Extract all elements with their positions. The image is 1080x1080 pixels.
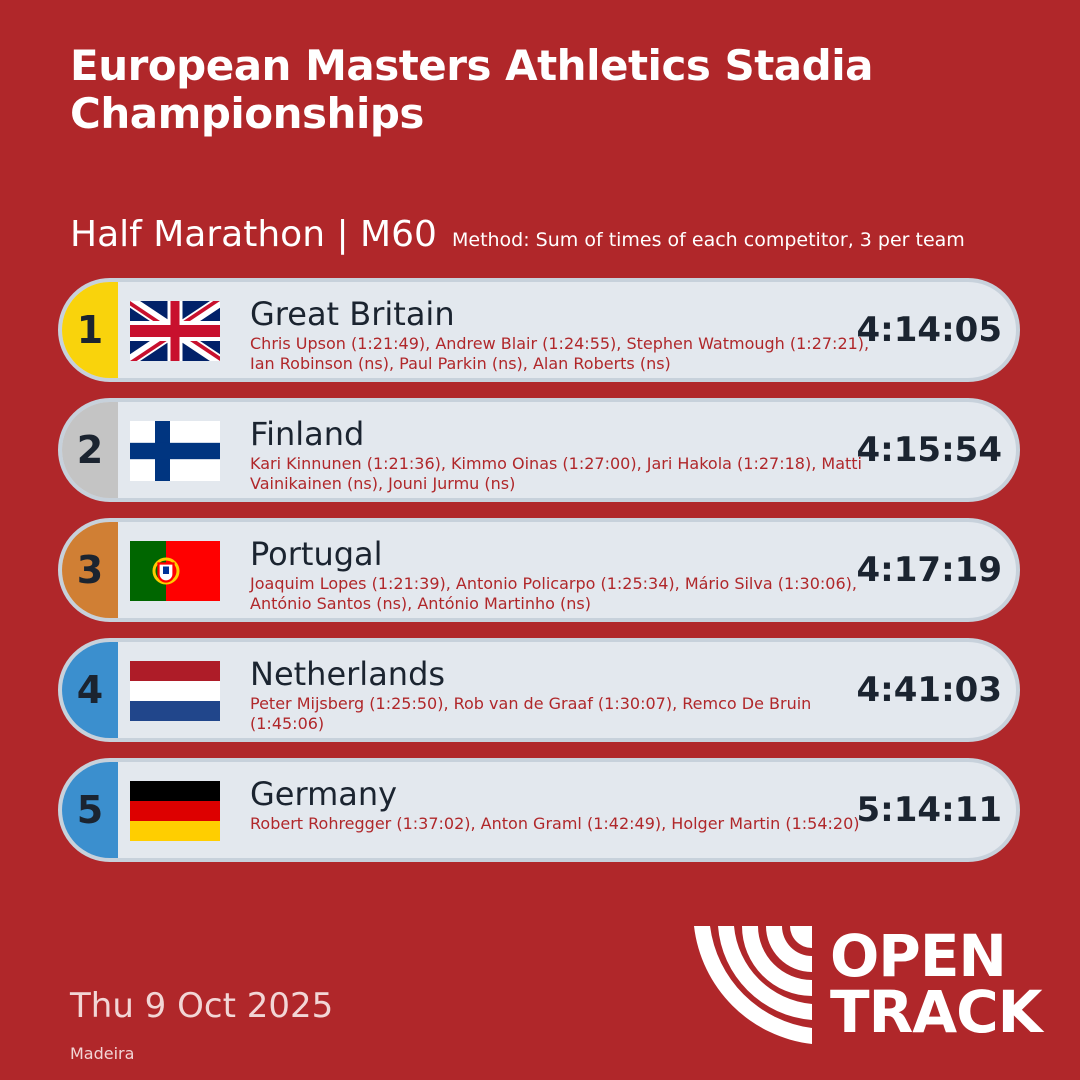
result-row: 4 Netherlands Peter Mijsberg (1:25:50), … <box>58 638 1020 742</box>
rank-badge: 1 <box>62 282 118 378</box>
team-members: Chris Upson (1:21:49), Andrew Blair (1:2… <box>250 334 870 373</box>
team-name: Finland <box>250 415 365 453</box>
rank-badge: 5 <box>62 762 118 858</box>
event-venue: Madeira <box>70 1044 135 1063</box>
team-time: 4:41:03 <box>856 670 1002 710</box>
event-name: Half Marathon | M60 <box>70 214 437 255</box>
opentrack-wordmark: OPEN TRACK <box>830 922 1043 1046</box>
pt-flag-icon <box>130 541 220 601</box>
team-members: Robert Rohregger (1:37:02), Anton Graml … <box>250 814 860 833</box>
nl-flag-icon <box>130 661 220 721</box>
scoring-method: Method: Sum of times of each competitor,… <box>451 229 965 251</box>
rank-badge: 4 <box>62 642 118 738</box>
rank-badge: 2 <box>62 402 118 498</box>
result-row: 3 Portugal Joaquim Lopes (1:21:39), Anto… <box>58 518 1020 622</box>
results-list: 1 Great Britain Chris Upson (1:21:49), A… <box>58 278 1020 878</box>
logo-line-track: TRACK <box>830 978 1043 1046</box>
logo-line-open: OPEN <box>830 922 1007 990</box>
team-members: Kari Kinnunen (1:21:36), Kimmo Oinas (1:… <box>250 454 862 493</box>
team-members: Peter Mijsberg (1:25:50), Rob van de Gra… <box>250 694 812 733</box>
gb-flag-icon <box>130 301 220 361</box>
event-date: Thu 9 Oct 2025 <box>70 986 334 1026</box>
rank-badge: 3 <box>62 522 118 618</box>
page-title: European Masters Athletics Stadia Champi… <box>70 41 873 138</box>
de-flag-icon <box>130 781 220 841</box>
team-time: 4:15:54 <box>856 430 1002 470</box>
opentrack-logo-icon <box>694 926 812 1044</box>
team-time: 4:14:05 <box>856 310 1002 350</box>
result-row: 2 Finland Kari Kinnunen (1:21:36), Kimmo… <box>58 398 1020 502</box>
team-name: Netherlands <box>250 655 446 693</box>
event-subtitle: Half Marathon | M60 Method: Sum of times… <box>70 214 965 255</box>
fi-flag-icon <box>130 421 220 481</box>
team-name: Portugal <box>250 535 383 573</box>
result-row: 5 Germany Robert Rohregger (1:37:02), An… <box>58 758 1020 862</box>
team-time: 5:14:11 <box>856 790 1002 830</box>
result-row: 1 Great Britain Chris Upson (1:21:49), A… <box>58 278 1020 382</box>
team-members: Joaquim Lopes (1:21:39), Antonio Policar… <box>250 574 857 613</box>
team-name: Great Britain <box>250 295 455 333</box>
team-time: 4:17:19 <box>856 550 1002 590</box>
team-name: Germany <box>250 775 398 813</box>
